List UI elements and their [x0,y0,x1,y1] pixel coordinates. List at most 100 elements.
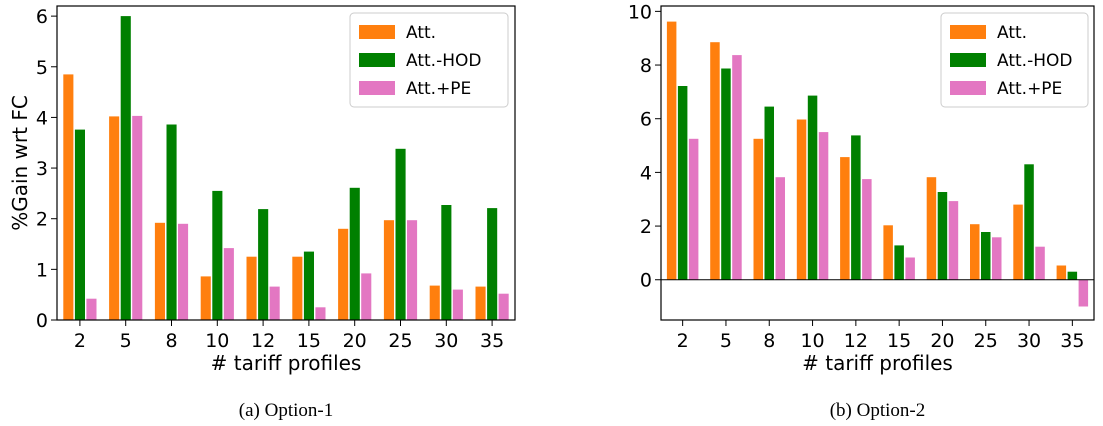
legend-label-att-hod: Att.-HOD [406,51,481,71]
bar-att-hod-8 [166,124,177,320]
y-tick-label: 0 [640,270,652,292]
x-tick-label: 30 [1017,330,1041,352]
bar-att-hod-2 [677,86,688,280]
x-tick-label: 25 [388,330,412,352]
bar-att-8 [154,222,165,320]
bar-att-5 [109,116,120,321]
bar-att-12 [840,157,850,280]
y-tick-label: 2 [36,209,48,231]
bars-option-1 [63,16,509,321]
x-tick-label: 8 [763,330,775,352]
x-tick-label: 30 [434,330,458,352]
y-ticks-option-1: 0 1 2 3 4 5 6 [36,6,57,332]
x-tick-label: 15 [297,330,321,352]
bar-att-pe-15 [315,307,326,320]
bar-att-hod-15 [894,245,904,280]
legend-swatch-att-pe [359,81,395,95]
y-tick-label: 4 [640,162,652,184]
bar-att-hod-5 [120,16,131,320]
bar-att-10 [796,119,807,280]
bar-att-pe-25 [992,237,1002,280]
y-tick-label: 2 [640,216,652,238]
bar-att-25 [970,224,980,280]
x-tick-label: 8 [165,330,177,352]
bar-att-12 [246,256,257,320]
bar-att-pe-8 [178,223,189,320]
bar-att-30 [1013,204,1023,280]
bar-att-8 [753,138,763,280]
legend-label-att-pe: Att.+PE [997,79,1062,99]
bar-att-hod-8 [764,106,774,280]
x-tick-label: 35 [1060,330,1084,352]
bar-att-20 [926,177,937,280]
bar-att-15 [292,256,303,320]
x-tick-label: 10 [800,330,824,352]
y-axis-label-option-1: %Gain wrt FC [8,95,32,231]
bar-att-pe-20 [361,273,372,320]
bar-att-hod-30 [441,205,452,320]
bar-att-hod-20 [349,187,360,320]
bar-att-20 [338,228,349,320]
legend-swatch-att [359,25,395,39]
bar-att-hod-15 [303,251,314,320]
x-tick-label: 2 [677,330,689,352]
x-tick-label: 5 [120,330,132,352]
bar-att-hod-30 [1024,164,1034,280]
y-tick-label: 10 [628,1,652,23]
x-tick-label: 12 [251,330,275,352]
bar-att-pe-2 [688,138,699,280]
bar-att-hod-25 [395,148,406,320]
bar-att-pe-10 [818,132,829,280]
bar-att-pe-5 [132,115,143,321]
bar-att-hod-10 [807,95,818,280]
y-tick-label: 5 [36,57,48,79]
bar-att-pe-30 [452,289,463,320]
caption-option-2: (b) Option-2 [830,400,926,421]
bar-att-pe-35 [498,293,509,320]
bar-att-hod-25 [981,232,991,280]
bar-att-pe-20 [948,201,959,280]
bar-att-pe-25 [407,220,418,320]
legend-label-att-pe: Att.+PE [406,79,471,99]
bar-att-hod-2 [74,129,85,320]
x-tick-label: 20 [343,330,367,352]
caption-option-1: (a) Option-1 [239,400,333,421]
bar-att-pe-12 [862,179,872,280]
bar-att-hod-35 [487,208,498,320]
x-axis-label-option-2: # tariff profiles [802,351,953,375]
bar-att-pe-30 [1035,246,1045,280]
x-tick-label: 15 [887,330,911,352]
x-ticks-option-1: 2 5 8 10 12 15 20 25 30 35 [74,320,504,352]
legend-swatch-att [950,25,986,39]
x-tick-label: 35 [480,330,504,352]
bar-att-15 [883,225,893,280]
bar-att-25 [383,220,394,320]
y-tick-label: 0 [36,310,48,332]
bar-att-pe-2 [86,298,97,320]
legend-option-2: Att. Att.-HOD Att.+PE [940,12,1089,108]
legend-label-att: Att. [997,23,1027,43]
x-tick-label: 5 [720,330,732,352]
bar-att-pe-10 [223,248,234,320]
y-ticks-option-2: 0 2 4 6 8 10 [628,1,661,292]
bar-att-10 [200,276,211,320]
y-tick-label: 4 [36,107,48,129]
x-tick-label: 2 [74,330,86,352]
bar-att-hod-20 [937,192,948,280]
legend-swatch-att-hod [950,53,986,67]
bar-att-pe-12 [269,286,280,320]
bar-att-5 [710,42,720,280]
bar-att-hod-35 [1067,271,1078,280]
plot-frame-option-1 [56,5,516,321]
y-tick-label: 8 [640,55,652,77]
bar-att-hod-12 [258,209,269,320]
bar-att-hod-5 [721,68,731,280]
x-tick-label: 25 [974,330,998,352]
legend-label-att-hod: Att.-HOD [997,51,1072,71]
legend-option-1: Att. Att.-HOD Att.+PE [349,12,509,108]
bar-att-35 [475,286,486,320]
bar-att-30 [429,285,440,320]
